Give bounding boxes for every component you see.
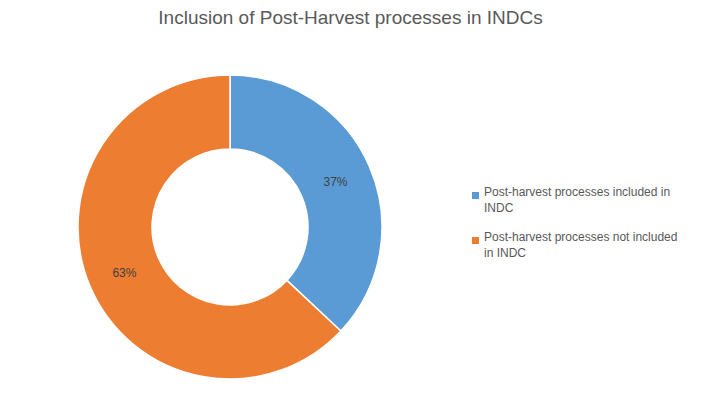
chart-svg: Inclusion of Post-Harvest processes in I…: [0, 0, 701, 401]
legend-swatch: [472, 192, 479, 199]
chart-title: Inclusion of Post-Harvest processes in I…: [158, 7, 542, 28]
legend: Post-harvest processes included inINDCPo…: [472, 185, 677, 260]
legend-swatch: [472, 237, 479, 244]
legend-label-line: Post-harvest processes not included: [484, 230, 677, 244]
slice: [230, 75, 382, 331]
legend-label-line: in INDC: [484, 246, 526, 260]
legend-label: Post-harvest processes not included in IN…: [484, 230, 677, 260]
data-label: 63%: [112, 266, 136, 280]
slice: [78, 75, 341, 379]
legend-label-line: INDC: [484, 201, 514, 215]
legend-label-line: Post-harvest processes included in: [484, 185, 670, 199]
chart-container: Inclusion of Post-Harvest processes in I…: [0, 0, 701, 401]
legend-label: Post-harvest processes included in INDC: [484, 185, 670, 215]
data-label: 37%: [324, 175, 348, 189]
background: [0, 0, 701, 401]
data-labels: 37% 63%: [112, 175, 347, 280]
plot: [78, 75, 382, 379]
